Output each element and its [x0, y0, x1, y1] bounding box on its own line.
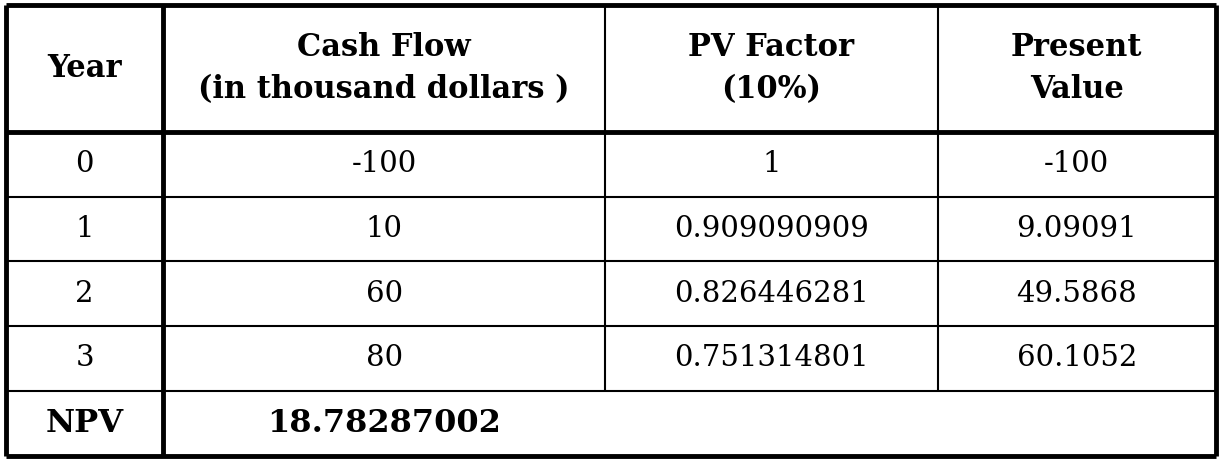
Text: 1: 1	[763, 150, 781, 178]
Text: 80: 80	[365, 344, 403, 372]
Text: 1: 1	[76, 215, 94, 243]
Text: 0: 0	[76, 150, 94, 178]
Text: -100: -100	[352, 150, 417, 178]
Text: PV Factor: PV Factor	[688, 32, 854, 63]
Text: 60: 60	[365, 280, 403, 308]
Text: 49.5868: 49.5868	[1017, 280, 1138, 308]
Text: (in thousand dollars ): (in thousand dollars )	[198, 74, 569, 105]
Text: 18.78287002: 18.78287002	[268, 408, 501, 439]
Text: 0.909090909: 0.909090909	[673, 215, 869, 243]
Text: 2: 2	[76, 280, 94, 308]
Text: 0.826446281: 0.826446281	[673, 280, 869, 308]
Text: Cash Flow: Cash Flow	[297, 32, 470, 63]
Text: Present: Present	[1011, 32, 1143, 63]
Text: 10: 10	[365, 215, 403, 243]
Text: -100: -100	[1044, 150, 1110, 178]
Text: 60.1052: 60.1052	[1017, 344, 1136, 372]
Text: (10%): (10%)	[721, 74, 821, 105]
Text: Value: Value	[1030, 74, 1124, 105]
Text: 0.751314801: 0.751314801	[675, 344, 869, 372]
Text: NPV: NPV	[45, 408, 123, 439]
Text: 9.09091: 9.09091	[1017, 215, 1138, 243]
Text: 3: 3	[76, 344, 94, 372]
Text: Year: Year	[48, 53, 122, 84]
